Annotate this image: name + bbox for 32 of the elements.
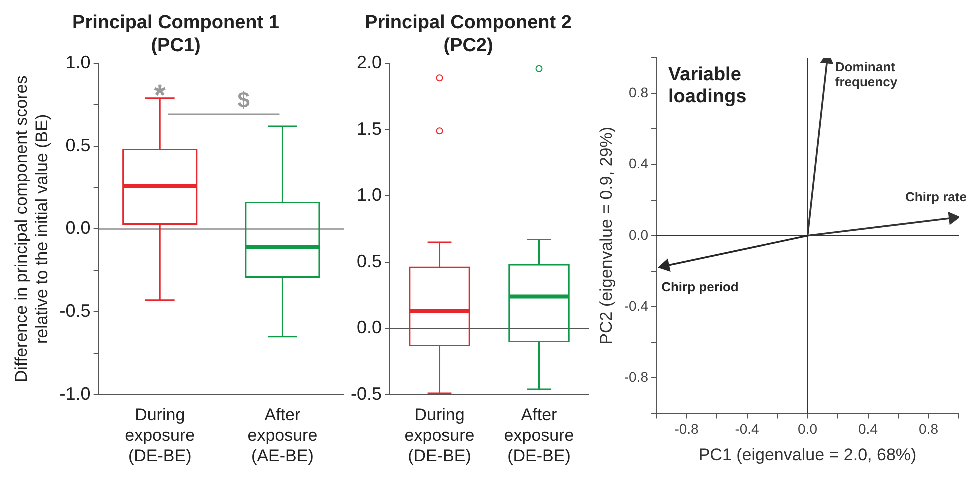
y-tick-label: 0.0 bbox=[356, 318, 382, 338]
x-tick-label: 0.8 bbox=[919, 421, 939, 438]
x-tick-label: 0.4 bbox=[858, 421, 878, 438]
y-axis-title: PC2 (eigenvalue = 0.9, 29%) bbox=[596, 126, 616, 345]
y-tick-label: 0.8 bbox=[629, 84, 649, 100]
y-tick-label: 0.0 bbox=[66, 218, 91, 238]
x-tick-label: During exposure (DE-BE) bbox=[125, 406, 196, 466]
x-tick-label: -0.4 bbox=[735, 421, 760, 438]
annotation: * bbox=[154, 80, 166, 113]
y-tick-label: 0.5 bbox=[356, 251, 382, 272]
series-label: Chirp period bbox=[662, 280, 739, 295]
series-label: Chirp rate bbox=[906, 190, 967, 205]
x-tick-label: After exposure (DE-BE) bbox=[504, 406, 574, 466]
y-tick-label: -0.5 bbox=[350, 384, 382, 404]
x-tick-label: 0.0 bbox=[798, 421, 818, 438]
y-tick-label: -0.5 bbox=[60, 300, 91, 321]
series-label: Dominant frequency bbox=[835, 59, 898, 90]
y-tick-label: 0.5 bbox=[66, 135, 91, 156]
x-tick-label: -0.8 bbox=[674, 421, 700, 438]
x-axis-title: PC1 (eigenvalue = 2.0, 68%) bbox=[698, 445, 917, 464]
y-tick-label: -0.8 bbox=[624, 369, 649, 386]
y-tick-label: 0.0 bbox=[629, 226, 649, 243]
y-tick-label: 1.0 bbox=[356, 185, 382, 206]
x-tick-label: After exposure (AE-BE) bbox=[248, 406, 318, 466]
y-tick-label: 1.5 bbox=[356, 118, 382, 139]
x-tick-label: During exposure (DE-BE) bbox=[404, 406, 475, 466]
text: Variable loadings bbox=[668, 64, 747, 108]
y-tick-label: -0.4 bbox=[624, 298, 649, 314]
y-tick-label: -1.0 bbox=[60, 384, 91, 404]
annotation: $ bbox=[238, 88, 250, 113]
y-tick-label: 0.4 bbox=[629, 156, 649, 172]
y-axis-title: Difference in principal component scores relative to the initial value (BE) bbox=[12, 76, 52, 383]
